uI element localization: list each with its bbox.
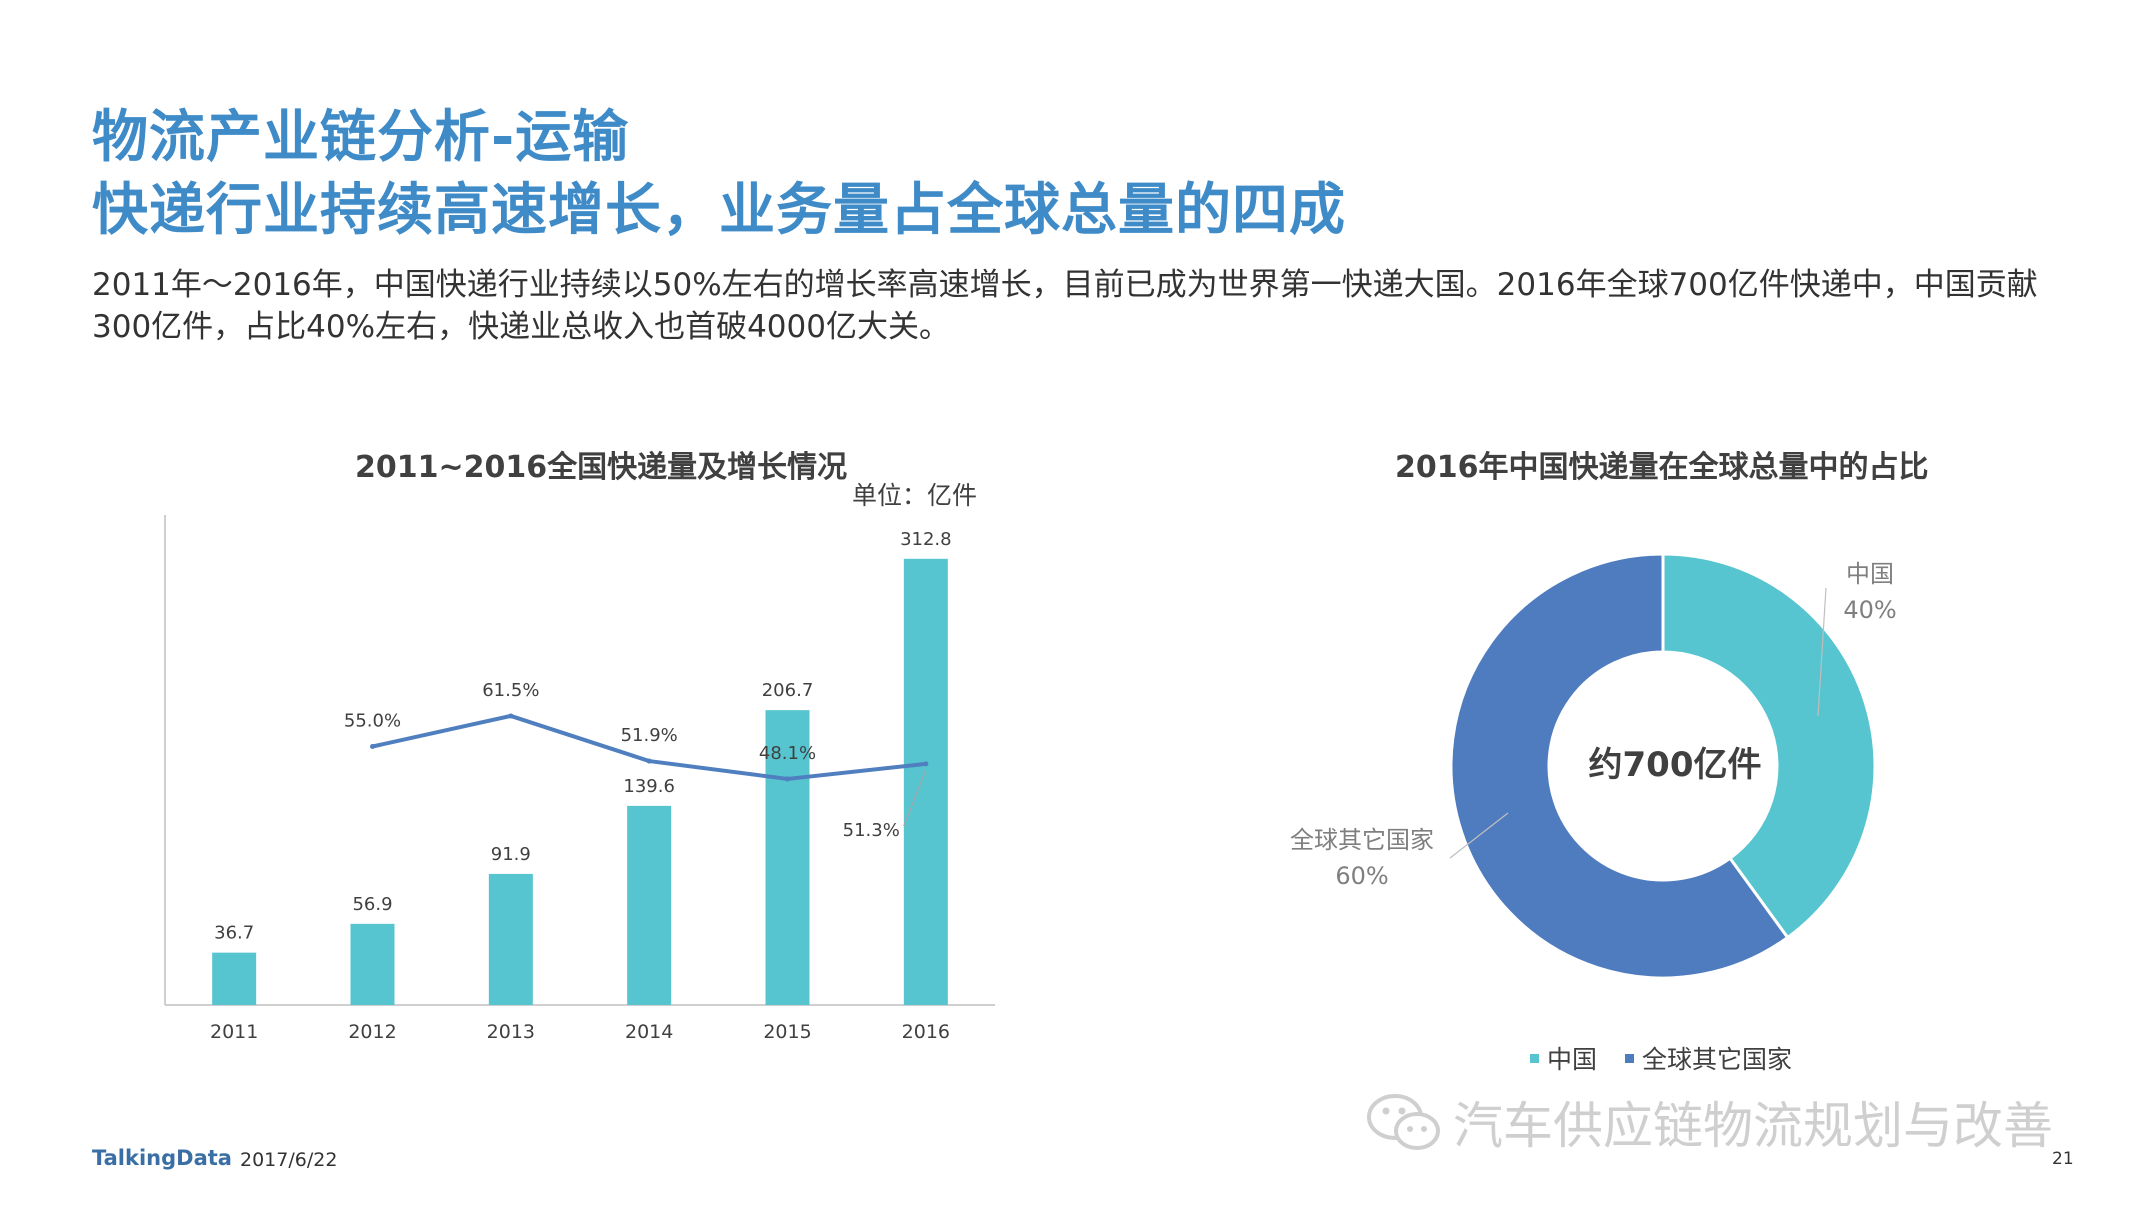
pie-chart-title: 2016年中国快递量在全球总量中的占比 (1395, 450, 1929, 485)
x-tick-label-2014: 2014 (625, 1021, 673, 1043)
slice-leader-rest (1449, 812, 1509, 859)
legend-label-china: 中国 (1547, 1045, 1598, 1074)
pie-legend: 中国 全球其它国家 (1530, 1040, 1792, 1076)
bar-value-label-2011: 36.7 (214, 923, 254, 944)
x-tick-label-2013: 2013 (487, 1021, 535, 1043)
watermark-text: 汽车供应链物流规划与改善 (1453, 1097, 2053, 1155)
donut-slice-1 (1449, 552, 1790, 980)
legend-item-rest: 全球其它国家 (1625, 1040, 1792, 1076)
bar-2016 (903, 558, 948, 1005)
legend-item-china: 中国 (1530, 1040, 1597, 1076)
express-volume-chart: 36.7 2011 56.9 2012 91.9 2013 139.6 2014 206.7 20… (164, 515, 995, 1043)
growth-point-2016 (923, 761, 929, 767)
growth-label-2013: 61.5% (482, 680, 539, 701)
bar-2011 (212, 952, 257, 1005)
global-share-donut-chart: 约700亿件 中国 40% 全球其它国家 60% (1290, 552, 1897, 980)
footer-date: 2017/6/22 (240, 1149, 338, 1171)
talkingdata-logo: TalkingData (92, 1146, 232, 1170)
slice-value-label-china: 40% (1843, 596, 1896, 624)
bar-value-label-2016: 312.8 (900, 529, 952, 550)
legend-label-rest: 全球其它国家 (1642, 1045, 1793, 1074)
donut-center-label: 约700亿件 (1589, 745, 1762, 785)
growth-label-2016: 51.3% (843, 820, 900, 841)
bar-2014 (627, 805, 672, 1005)
page-description: 2011年～2016年，中国快递行业持续以50%左右的增长率高速增长，目前已成为… (92, 267, 2038, 345)
slice-name-label-rest: 全球其它国家 (1290, 826, 1434, 854)
bar-value-label-2013: 91.9 (491, 844, 531, 865)
page-title-line1: 物流产业链分析-运输 (92, 105, 630, 170)
slice-value-label-rest: 60% (1335, 862, 1388, 890)
slice-name-label-china: 中国 (1846, 560, 1894, 588)
growth-label-2014: 51.9% (621, 725, 678, 746)
bar-value-label-2012: 56.9 (352, 894, 392, 915)
growth-leader-2016 (903, 769, 927, 827)
bar-value-label-2015: 206.7 (762, 680, 814, 701)
x-tick-label-2015: 2015 (763, 1021, 811, 1043)
watermark: 汽车供应链物流规划与改善 (1365, 1086, 2053, 1158)
growth-label-2015: 48.1% (759, 743, 816, 764)
page-title-line2: 快递行业持续高速增长，业务量占全球总量的四成 (92, 178, 1346, 243)
growth-point-2015 (785, 776, 790, 782)
growth-point-2013 (508, 713, 514, 719)
legend-swatch-rest (1625, 1053, 1635, 1063)
bar-value-label-2014: 139.6 (623, 776, 675, 797)
bar-chart-unit: 单位：亿件 (852, 481, 978, 510)
bar-2012 (350, 923, 395, 1005)
bar-chart-title: 2011~2016全国快递量及增长情况 (355, 450, 848, 485)
x-tick-label-2012: 2012 (348, 1021, 396, 1043)
page-number: 21 (2052, 1149, 2074, 1169)
growth-label-2012: 55.0% (344, 711, 401, 732)
legend-swatch-china (1530, 1053, 1539, 1063)
wechat-icon (1367, 1094, 1440, 1150)
slice-leader-china (1817, 587, 1827, 717)
x-tick-label-2011: 2011 (210, 1021, 258, 1043)
growth-point-2012 (370, 744, 375, 749)
bar-2013 (488, 873, 533, 1005)
bar-2015 (765, 710, 810, 1005)
x-tick-label-2016: 2016 (902, 1021, 950, 1043)
growth-point-2014 (646, 758, 652, 764)
